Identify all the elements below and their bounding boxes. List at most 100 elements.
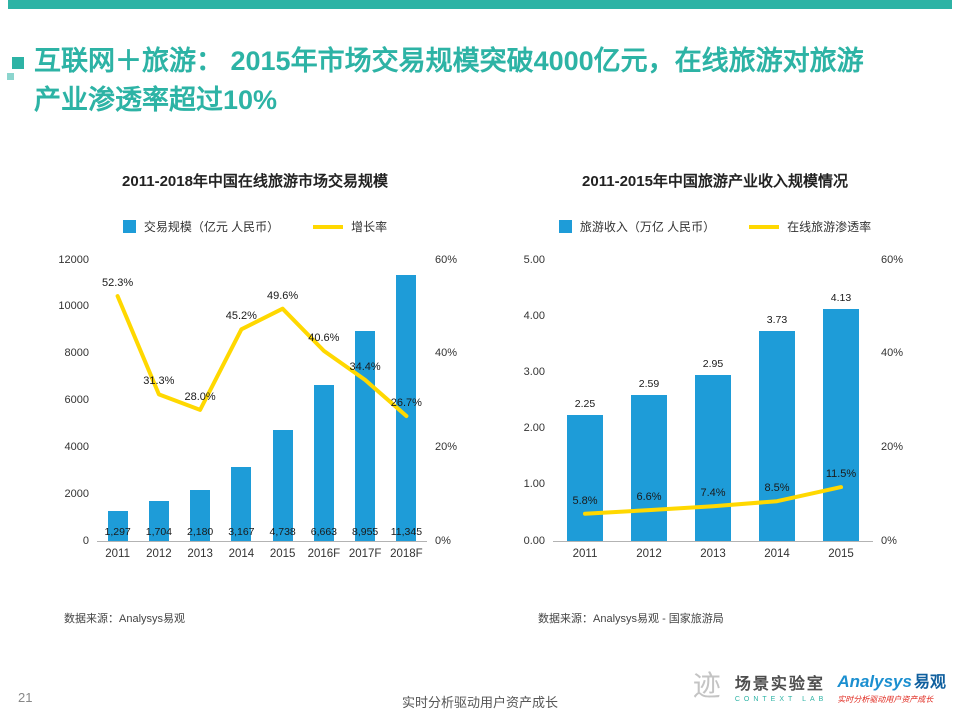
line-point-label: 8.5%	[764, 482, 790, 495]
chart-title: 2011-2015年中国旅游产业收入规模情况	[582, 173, 848, 190]
legend-line-swatch	[749, 224, 780, 229]
bar-value-label: 2.59	[638, 378, 660, 391]
legend-line-label: 增长率	[351, 220, 388, 234]
x-axis-label: 2017F	[348, 548, 382, 560]
line-point-label: 26.7%	[390, 396, 422, 409]
line-point-label: 5.8%	[572, 494, 598, 507]
bar	[272, 430, 293, 541]
bar-value-label: 1,704	[145, 526, 173, 538]
bar	[107, 510, 128, 541]
x-axis-label: 2018F	[390, 548, 423, 560]
line-point-label: 40.6%	[308, 331, 340, 344]
bar-value-label: 3,167	[228, 526, 255, 538]
bar-value-label: 11,345	[390, 526, 423, 538]
y2-axis-tick: 20%	[881, 440, 904, 453]
y-axis-tick: 2000	[64, 487, 89, 500]
x-axis-label: 2013	[700, 548, 726, 560]
y-axis-tick: 4.00	[523, 309, 545, 322]
bar-value-label: 6,663	[310, 526, 338, 538]
bar-value-label: 2.95	[702, 358, 724, 371]
data-source: 数据来源：Analysys易观	[64, 613, 186, 625]
y-axis-tick: 10000	[58, 300, 89, 313]
chart-legend: 旅游收入（万亿 人民币） 在线旅游渗透率	[505, 218, 925, 235]
top-accent-bar	[8, 0, 952, 9]
growth-line	[583, 485, 843, 516]
y2-axis-tick: 60%	[881, 253, 904, 266]
plot-area-tourism-industry-revenue: 0.00 1.00 2.00 3.00 4.00 5.00 0% 20% 40% 60% 2011 2…	[524, 254, 903, 561]
line-point-label: 34.4%	[349, 360, 381, 373]
legend-bar-label: 旅游收入（万亿 人民币）	[579, 220, 716, 234]
line-point-label: 11.5%	[825, 468, 857, 481]
bar-value-label: 4.13	[830, 291, 852, 304]
x-axis-label: 2011	[105, 548, 130, 560]
line-point-label: 49.6%	[267, 289, 299, 302]
x-axis-label: 2012	[146, 548, 172, 560]
y-axis-tick: 12000	[58, 253, 89, 266]
x-axis-label: 2014	[764, 548, 790, 560]
legend-line-swatch	[313, 224, 344, 229]
y2-axis-tick: 40%	[881, 347, 904, 360]
page-title: 互联网＋旅游： 2015年市场交易规模突破4000亿元，在线旅游对旅游产业渗透率…	[34, 46, 864, 115]
lab-seal-icon: 迹	[692, 670, 721, 702]
line-point-label: 52.3%	[102, 277, 134, 290]
bar-value-label: 4,738	[269, 526, 296, 538]
bar	[190, 489, 211, 541]
x-axis-label: 2016F	[307, 548, 341, 560]
bar-value-label: 3.73	[766, 314, 788, 327]
legend-bar-swatch	[122, 220, 136, 233]
bar	[148, 501, 169, 541]
y-axis-tick: 5.00	[523, 253, 545, 266]
y-axis-tick: 0	[82, 534, 89, 547]
bar	[631, 395, 667, 541]
x-axis-label: 2014	[228, 548, 255, 560]
y2-axis-tick: 0%	[881, 534, 897, 547]
bar-value-label: 2,180	[186, 526, 214, 538]
title-bullet-decoration	[12, 57, 24, 69]
bar	[759, 331, 795, 541]
y-axis-tick: 6000	[64, 394, 89, 406]
bar	[396, 275, 417, 541]
x-axis-label: 2011	[572, 548, 598, 560]
line-point-label: 45.2%	[225, 310, 257, 323]
chart-tourism-industry-revenue: 2011-2015年中国旅游产业收入规模情况 旅游收入（万亿 人民币） 在线旅游…	[505, 158, 925, 638]
line-point-label: 28.0%	[184, 390, 216, 403]
bar-value-label: 8,955	[351, 526, 379, 538]
brand-cn: 易观	[913, 674, 946, 691]
y-axis-tick: 1.00	[523, 478, 545, 491]
y2-axis-tick: 20%	[435, 440, 458, 453]
x-axis-label: 2012	[636, 548, 662, 560]
y-axis-tick: 3.00	[523, 365, 545, 378]
brand-en: Analysys	[837, 672, 912, 691]
chart-legend: 交易规模（亿元 人民币） 增长率	[55, 218, 455, 235]
y-axis-tick: 2.00	[523, 422, 545, 435]
y2-axis-tick: 60%	[435, 253, 458, 266]
y-axis-tick: 4000	[64, 440, 89, 453]
bar	[567, 414, 603, 541]
bar-value-label: 2.25	[574, 397, 596, 410]
lab-name: 场景实验室	[734, 676, 825, 693]
y-axis-tick: 8000	[64, 347, 89, 360]
chart-title: 2011-2018年中国在线旅游市场交易规模	[122, 173, 388, 190]
context-lab-logo: 场景实验室 CONTEXT LAB	[735, 670, 828, 703]
y2-axis-tick: 40%	[435, 347, 458, 360]
bar-value-label: 1,297	[104, 526, 131, 538]
growth-line	[115, 294, 409, 418]
bar	[231, 466, 252, 541]
x-axis-label: 2015	[828, 548, 854, 560]
analysys-logo: Analysys 易观 实时分析驱动用户资产成长	[837, 668, 946, 705]
data-source: 数据来源：Analysys易观 - 国家旅游局	[538, 613, 724, 625]
chart-online-travel-gmv: 2011-2018年中国在线旅游市场交易规模 交易规模（亿元 人民币） 增长率 …	[55, 158, 457, 638]
page-number: 21	[18, 690, 33, 705]
footer-slogan: 实时分析驱动用户资产成长	[401, 695, 558, 710]
analysys-logo-text: Analysys 易观	[837, 668, 946, 692]
line-point-label: 6.6%	[636, 491, 662, 504]
legend-line-label: 在线旅游渗透率	[787, 220, 872, 234]
plot-area-online-travel-gmv: 0 2000 4000 6000 8000 10000 12000 0% 20% 40% 60% 20…	[58, 254, 457, 561]
title-bullet-decoration-small	[7, 73, 14, 80]
bar	[695, 375, 731, 541]
footer-logos: 迹 场景实验室 CONTEXT LAB Analysys 易观 实时分析驱动用户资…	[689, 668, 946, 705]
line-point-label: 7.4%	[700, 487, 726, 500]
x-axis-label: 2013	[187, 548, 213, 560]
legend-bar-label: 交易规模（亿元 人民币）	[143, 220, 280, 234]
